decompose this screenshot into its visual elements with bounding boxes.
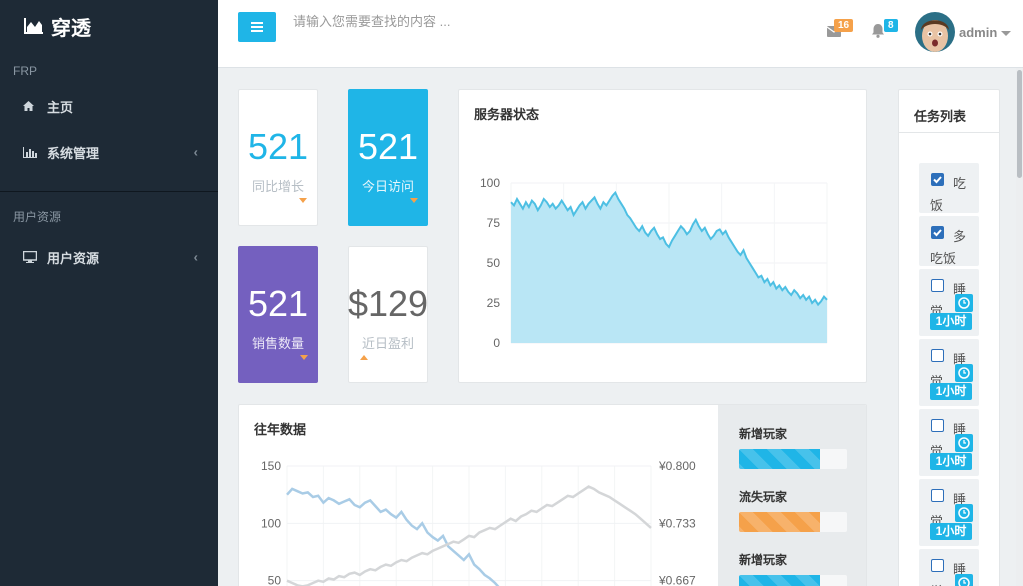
sidebar-item-user-resources[interactable]: 用户资源 ‹ [0,234,218,280]
sidebar-item-system[interactable]: 系统管理 ‹ [0,129,218,175]
task-item[interactable]: 多吃饭 [919,216,979,266]
sidebar-item-label: 主页 [47,97,73,116]
stat-label: 销售数量 [239,333,317,352]
stat-value: 521 [349,126,427,168]
stat-value: $129 [345,283,431,325]
stat-tile-today-visits[interactable]: 521 今日访问 [348,89,428,226]
stat-tile-yoy-growth[interactable]: 521 同比增长 [238,89,318,226]
y-tick-label-left: 100 [261,516,281,530]
sidebar-item-home[interactable]: 主页 [0,83,218,129]
clock-icon [955,364,973,382]
clock-icon [955,574,973,586]
history-chart: 150 ¥0.800 100 ¥0.733 50 ¥0.667 [239,405,719,586]
stat-label: 近日盈利 [349,333,427,352]
bell-icon[interactable] [871,24,885,43]
panel-title: 任务列表 [914,106,966,125]
sidebar-section-label: 用户资源 [0,208,61,225]
bar-chart-icon [23,147,39,158]
progress-fill [739,575,820,586]
y-tick-label: 75 [487,216,501,230]
y-tick-label-left: 150 [261,459,281,473]
task-text: 多吃饭 [930,226,970,270]
progress-label: 流失玩家 [739,488,787,505]
monitor-icon [23,251,39,263]
panel-divider [899,132,1000,133]
y-tick-label-left: 50 [268,574,282,586]
scrollbar-thumb[interactable] [1017,70,1022,178]
y-tick-label: 50 [487,256,501,270]
stat-label: 今日访问 [349,176,427,195]
trend-down-icon [410,198,418,203]
user-menu[interactable]: admin [959,25,1011,40]
top-header: 16 8 admin [218,0,1023,68]
chevron-left-icon: ‹ [194,145,198,160]
stat-tile-sales[interactable]: 521 销售数量 [238,246,318,383]
sidebar: 穿透 FRP 主页 系统管理 ‹ 用户资源 用户资源 ‹ [0,0,218,586]
brand[interactable]: 穿透 [0,0,218,52]
progress-label: 新增玩家 [739,425,787,442]
trend-down-icon [300,355,308,360]
trend-down-icon [299,198,307,203]
progress-sidebar: 新增玩家 流失玩家 新增玩家 [718,405,867,586]
page-scrollbar[interactable] [1016,68,1023,586]
task-item[interactable]: 吃饭 [919,163,979,213]
sidebar-divider [0,191,218,192]
notifications-badge: 8 [884,19,898,32]
server-status-chart: 100 75 50 25 0 [459,90,868,384]
stat-value: 521 [239,126,317,168]
progress-bar [739,512,847,532]
sidebar-item-label: 系统管理 [47,143,99,162]
task-time-badge: 1小时 [930,383,972,400]
task-list-panel: 任务列表 吃饭多吃饭睡觉1小时睡觉1小时睡觉1小时睡觉1小时睡觉1小时 [898,89,1000,586]
task-text: 吃饭 [930,173,970,217]
y-tick-label: 100 [480,176,500,190]
clock-icon [955,434,973,452]
y-tick-label-right: ¥0.733 [658,516,696,530]
y-tick-label-right: ¥0.667 [658,574,696,586]
menu-toggle-button[interactable] [238,12,276,42]
stat-value: 521 [239,283,317,325]
messages-badge: 16 [834,19,853,32]
area-chart-icon [24,18,44,34]
sidebar-item-label: 用户资源 [47,248,99,267]
username: admin [959,25,997,40]
server-status-panel: 服务器状态 100 75 50 25 0 [458,89,867,383]
stat-tile-recent-profit[interactable]: $129 近日盈利 [348,246,428,383]
caret-down-icon [1001,31,1011,36]
task-time-badge: 1小时 [930,453,972,470]
clock-icon [955,294,973,312]
brand-title: 穿透 [51,12,91,41]
progress-bar [739,449,847,469]
stat-label: 同比增长 [239,176,317,195]
progress-fill [739,449,820,469]
progress-fill [739,512,820,532]
y-tick-label: 25 [487,296,501,310]
y-tick-label-right: ¥0.800 [658,459,696,473]
clock-icon [955,504,973,522]
chevron-left-icon: ‹ [194,250,198,265]
sidebar-section-label: FRP [0,64,218,80]
task-time-badge: 1小时 [930,523,972,540]
history-panel: 往年数据 150 ¥0.800 100 ¥0.733 50 ¥0.667 新增玩家 流失玩… [238,404,867,586]
progress-bar [739,575,847,586]
y-tick-label: 0 [493,336,500,350]
hamburger-icon [251,22,263,32]
trend-up-icon [360,355,368,360]
search-input[interactable] [293,14,553,29]
home-icon [23,101,39,111]
avatar[interactable] [915,12,955,52]
progress-label: 新增玩家 [739,551,787,568]
task-time-badge: 1小时 [930,313,972,330]
